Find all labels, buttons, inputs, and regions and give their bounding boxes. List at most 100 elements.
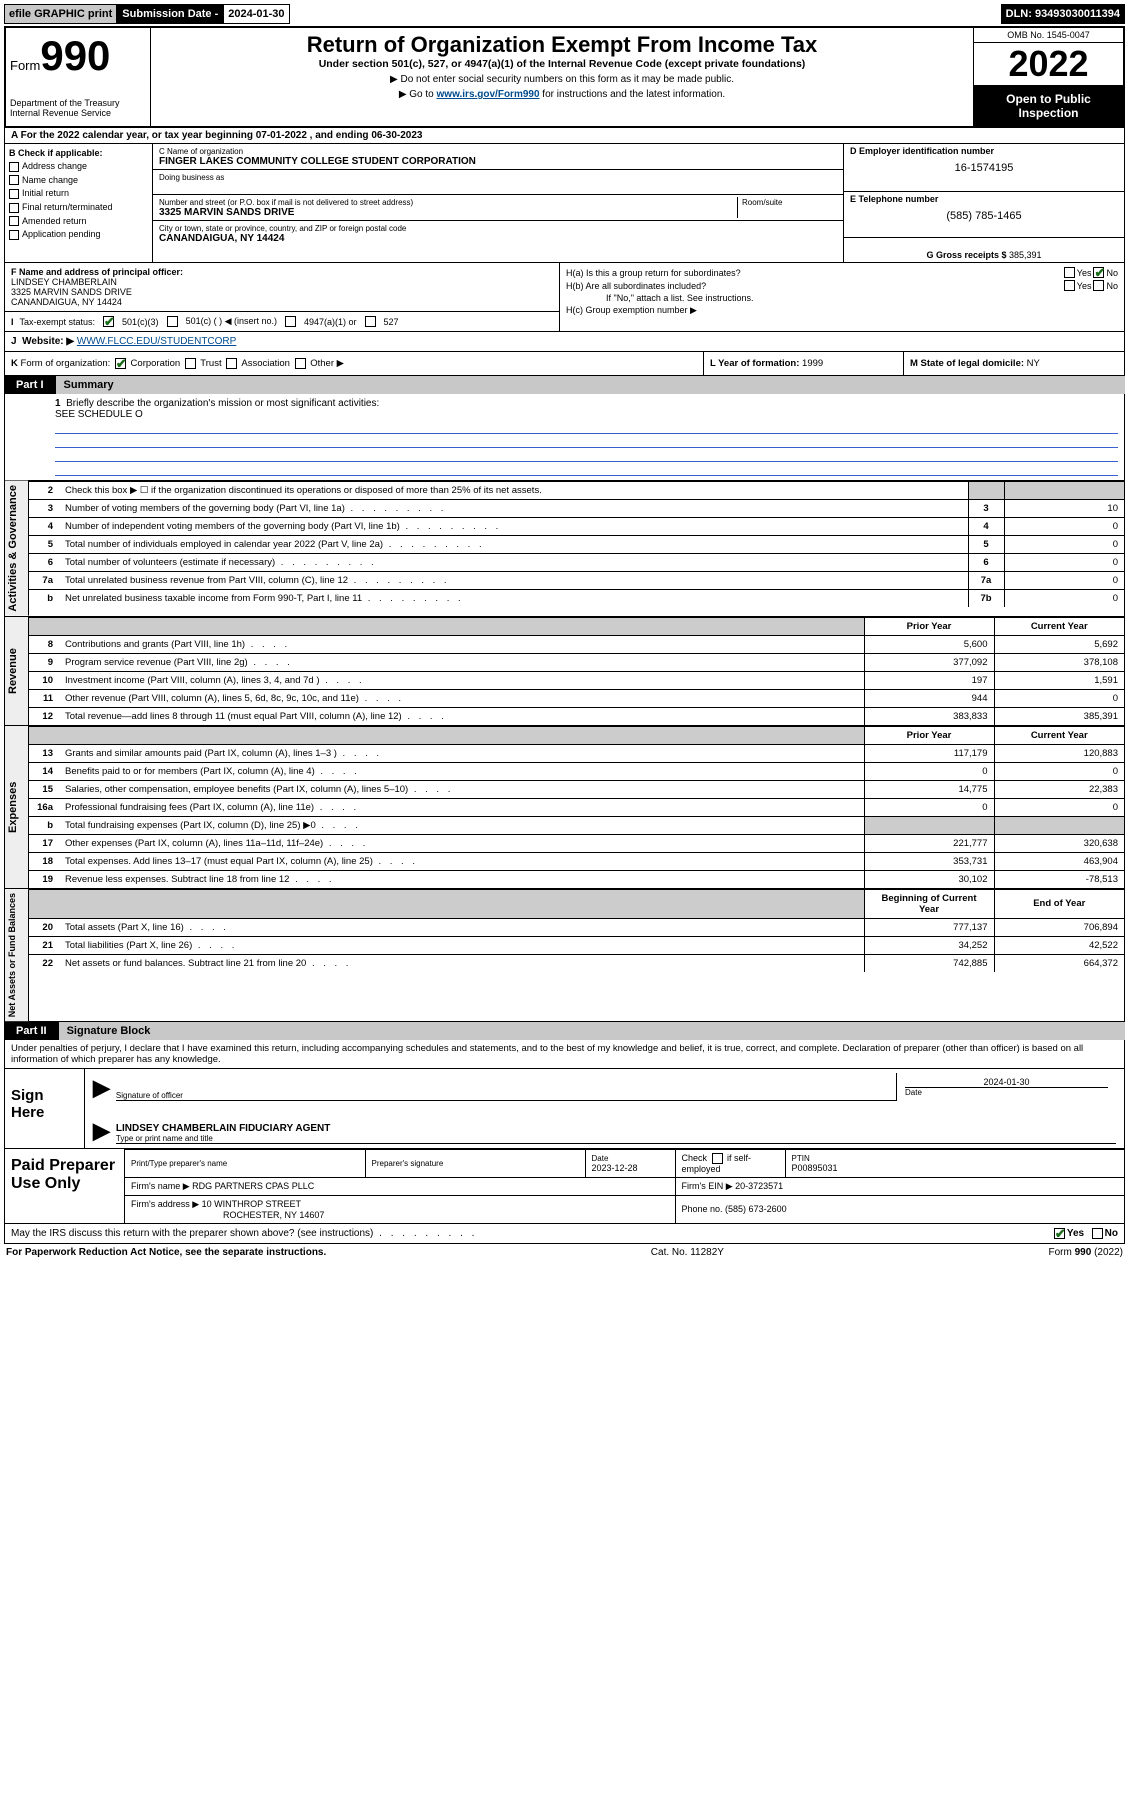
firm-ein: 20-3723571 — [735, 1181, 783, 1191]
gross-receipts-label: G Gross receipts $ — [926, 250, 1009, 260]
m-label: M State of legal domicile: — [910, 358, 1027, 369]
firm-name: RDG PARTNERS CPAS PLLC — [192, 1181, 314, 1191]
addr-label: Number and street (or P.O. box if mail i… — [159, 198, 413, 207]
table-row: 18Total expenses. Add lines 13–17 (must … — [29, 852, 1124, 870]
part2-header: Part II Signature Block — [4, 1022, 1125, 1040]
hb-yes[interactable] — [1064, 280, 1075, 291]
mission-value: SEE SCHEDULE O — [55, 409, 143, 420]
officer-addr2: CANANDAIGUA, NY 14424 — [11, 297, 122, 307]
q1-mission: 1 Briefly describe the organization's mi… — [4, 394, 1125, 481]
chk-self-employed[interactable] — [712, 1153, 723, 1164]
page-footer: For Paperwork Reduction Act Notice, see … — [4, 1244, 1125, 1261]
chk-initial-return[interactable]: Initial return — [9, 188, 148, 199]
state-domicile: NY — [1027, 358, 1040, 369]
chk-application-pending[interactable]: Application pending — [9, 229, 148, 240]
form-number: Form990 — [10, 32, 146, 80]
table-row: 15Salaries, other compensation, employee… — [29, 780, 1124, 798]
table-row: 10Investment income (Part VIII, column (… — [29, 671, 1124, 689]
table-row: 16aProfessional fundraising fees (Part I… — [29, 798, 1124, 816]
preparer-date: 2023-12-28 — [592, 1163, 638, 1173]
ein-value: 16-1574195 — [850, 162, 1118, 174]
table-row: 4Number of independent voting members of… — [29, 518, 1124, 536]
ha-label: H(a) Is this a group return for subordin… — [566, 268, 1062, 278]
netassets-section: Net Assets or Fund Balances Beginning of… — [4, 889, 1125, 1022]
catalog-number: Cat. No. 11282Y — [651, 1247, 724, 1258]
chk-corp[interactable] — [115, 358, 126, 369]
table-row: bTotal fundraising expenses (Part IX, co… — [29, 816, 1124, 834]
form-title: Return of Organization Exempt From Incom… — [161, 32, 963, 58]
dba-label: Doing business as — [159, 173, 224, 182]
tax-year: 2022 — [974, 43, 1123, 86]
firm-phone: (585) 673-2600 — [725, 1204, 787, 1214]
chk-501c[interactable] — [167, 316, 178, 327]
chk-527[interactable] — [365, 316, 376, 327]
tax-status-label: Tax-exempt status: — [20, 317, 96, 327]
efile-print-button[interactable]: efile GRAPHIC print — [4, 4, 117, 24]
expenses-section: Expenses Prior YearCurrent Year13Grants … — [4, 726, 1125, 889]
hc-label: H(c) Group exemption number ▶ — [566, 305, 1118, 316]
officer-name-line: LINDSEY CHAMBERLAIN FIDUCIARY AGENT Type… — [116, 1109, 1116, 1144]
submission-date-value: 2024-01-30 — [223, 4, 289, 24]
tab-revenue: Revenue — [5, 617, 29, 725]
discuss-with-preparer: May the IRS discuss this return with the… — [4, 1224, 1125, 1244]
table-row: 20Total assets (Part X, line 16)777,1377… — [29, 918, 1124, 936]
year-formation: 1999 — [802, 358, 823, 369]
chk-4947[interactable] — [285, 316, 296, 327]
table-row: 12Total revenue—add lines 8 through 11 (… — [29, 707, 1124, 725]
table-row: bNet unrelated business taxable income f… — [29, 590, 1124, 608]
paperwork-notice: For Paperwork Reduction Act Notice, see … — [6, 1247, 326, 1258]
table-row: 17Other expenses (Part IX, column (A), l… — [29, 834, 1124, 852]
ein-label: D Employer identification number — [850, 146, 994, 156]
ha-yes[interactable] — [1064, 267, 1075, 278]
officer-status-block: F Name and address of principal officer:… — [4, 263, 1125, 332]
officer-name: LINDSEY CHAMBERLAIN — [11, 277, 117, 287]
hb-label: H(b) Are all subordinates included? — [566, 281, 1062, 291]
hb-note: If "No," attach a list. See instructions… — [566, 293, 1118, 303]
chk-other[interactable] — [295, 358, 306, 369]
table-row: 8Contributions and grants (Part VIII, li… — [29, 635, 1124, 653]
table-row: 14Benefits paid to or for members (Part … — [29, 762, 1124, 780]
chk-name-change[interactable]: Name change — [9, 175, 148, 186]
chk-trust[interactable] — [185, 358, 196, 369]
chk-address-change[interactable]: Address change — [9, 161, 148, 172]
table-row: 3Number of voting members of the governi… — [29, 500, 1124, 518]
tab-expenses: Expenses — [5, 726, 29, 888]
instructions-link-line: ▶ Go to www.irs.gov/Form990 for instruct… — [161, 89, 963, 100]
ha-no[interactable] — [1093, 267, 1104, 278]
hb-no[interactable] — [1093, 280, 1104, 291]
l-label: L Year of formation: — [710, 358, 802, 369]
officer-addr1: 3325 MARVIN SANDS DRIVE — [11, 287, 132, 297]
perjury-statement: Under penalties of perjury, I declare th… — [4, 1040, 1125, 1069]
table-row: 21Total liabilities (Part X, line 26)34,… — [29, 936, 1124, 954]
discuss-no[interactable] — [1092, 1228, 1103, 1239]
arrow-icon: ▶ — [93, 1118, 110, 1144]
table-row: 22Net assets or fund balances. Subtract … — [29, 954, 1124, 972]
dept-treasury: Department of the Treasury Internal Reve… — [10, 98, 146, 118]
sign-here-block: Sign Here ▶ Signature of officer 2024-01… — [4, 1069, 1125, 1149]
chk-501c3[interactable] — [103, 316, 114, 327]
org-address: 3325 MARVIN SANDS DRIVE — [159, 207, 294, 218]
table-row: 6Total number of volunteers (estimate if… — [29, 554, 1124, 572]
org-city: CANANDAIGUA, NY 14424 — [159, 233, 284, 244]
irs-link[interactable]: www.irs.gov/Form990 — [437, 89, 540, 100]
chk-assoc[interactable] — [226, 358, 237, 369]
chk-amended-return[interactable]: Amended return — [9, 216, 148, 227]
discuss-yes[interactable] — [1054, 1228, 1065, 1239]
k-label: K — [11, 358, 18, 369]
chk-final-return[interactable]: Final return/terminated — [9, 202, 148, 213]
part1-header: Part I Summary — [4, 376, 1125, 394]
table-header-row: Prior YearCurrent Year — [29, 617, 1124, 635]
row-klm: K Form of organization: Corporation Trus… — [4, 352, 1125, 376]
table-row: 7aTotal unrelated business revenue from … — [29, 572, 1124, 590]
officer-signature-line[interactable]: Signature of officer — [116, 1077, 896, 1101]
tab-activities-governance: Activities & Governance — [5, 481, 29, 616]
org-info-block: B Check if applicable: Address change Na… — [4, 144, 1125, 263]
website-row: J Website: ▶ WWW.FLCC.EDU/STUDENTCORP — [4, 332, 1125, 352]
firm-address: 10 WINTHROP STREET — [202, 1199, 301, 1209]
website-link[interactable]: WWW.FLCC.EDU/STUDENTCORP — [77, 336, 236, 347]
city-label: City or town, state or province, country… — [159, 224, 406, 233]
org-name: FINGER LAKES COMMUNITY COLLEGE STUDENT C… — [159, 156, 476, 167]
table-row: 11Other revenue (Part VIII, column (A), … — [29, 689, 1124, 707]
phone-value: (585) 785-1465 — [850, 210, 1118, 222]
officer-label: F Name and address of principal officer: — [11, 267, 183, 277]
